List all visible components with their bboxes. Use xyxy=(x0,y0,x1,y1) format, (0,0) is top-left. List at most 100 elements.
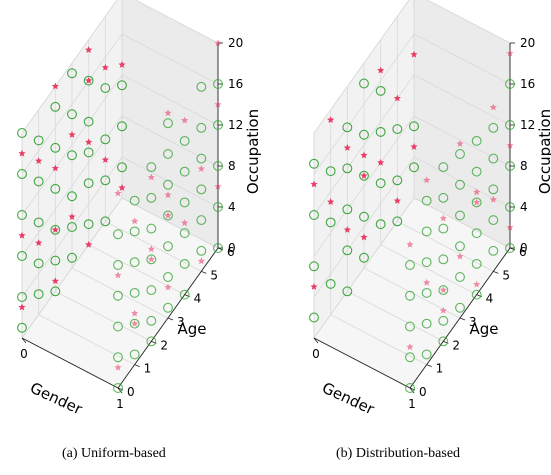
scatter-point-circle xyxy=(113,260,123,270)
scatter-point-circle xyxy=(163,118,173,129)
scatter-point-circle xyxy=(375,85,386,96)
scatter-point-circle xyxy=(405,260,415,270)
scatter-point-star xyxy=(410,142,418,150)
scatter-point-star xyxy=(423,278,431,286)
age-tick-label: 6 xyxy=(519,245,527,259)
scatter-point-circle xyxy=(113,321,123,332)
scatter-point-star xyxy=(85,138,93,146)
occupation-tick-label: 12 xyxy=(520,118,535,132)
scatter-point-circle xyxy=(17,210,27,220)
scatter-point-circle xyxy=(505,120,515,130)
scatter-point-star xyxy=(164,211,172,219)
scatter-point-circle xyxy=(213,161,223,171)
scatter-point-circle xyxy=(83,75,94,86)
scatter-point-circle xyxy=(342,122,353,133)
scatter-point-circle xyxy=(163,302,173,313)
scatter-point-circle xyxy=(488,245,499,256)
scatter-point-circle xyxy=(438,315,449,326)
scatter-point-star xyxy=(506,49,514,57)
scatter-point-circle xyxy=(471,197,482,208)
scatter-point-circle xyxy=(33,217,44,228)
scatter-point-circle xyxy=(163,272,173,282)
occupation-axis-label: Occupation xyxy=(536,109,551,194)
scatter-point-star xyxy=(118,183,126,191)
scatter-point-circle xyxy=(471,135,482,146)
scatter-point-circle xyxy=(471,166,482,177)
age-tick-label: 1 xyxy=(436,362,444,376)
scatter-point-circle xyxy=(163,179,173,190)
scatter-point-star xyxy=(197,257,205,265)
scatter-point-star xyxy=(214,182,222,190)
scatter-point-circle xyxy=(129,226,140,237)
age-axis-label: Age xyxy=(177,320,206,338)
scatter-point-star xyxy=(489,195,497,203)
scatter-point-circle xyxy=(309,210,319,220)
scatter-point-circle xyxy=(392,124,403,135)
gender-tick xyxy=(117,387,123,394)
scatter-point-star xyxy=(439,306,447,314)
scatter-point-circle xyxy=(17,251,27,261)
scatter-point-circle xyxy=(117,80,127,91)
scatter-point-circle xyxy=(146,315,157,326)
scatter-point-circle xyxy=(163,241,173,252)
scatter-point-star xyxy=(310,282,318,290)
scatter-point-star xyxy=(343,226,351,233)
scatter-point-star xyxy=(406,343,414,351)
scatter-point-star xyxy=(131,319,139,327)
scatter-point-star xyxy=(489,103,497,111)
scatter-point-circle xyxy=(17,128,27,138)
scatter-point-star xyxy=(360,171,368,179)
scatter-point-circle xyxy=(17,169,27,179)
scatter-point-star xyxy=(360,151,368,159)
scatter-point-circle xyxy=(179,228,190,239)
age-tick xyxy=(426,364,432,368)
scatter-point-circle xyxy=(179,166,190,177)
scatter-point-circle xyxy=(117,121,127,132)
scatter-point-circle xyxy=(359,170,369,181)
occupation-tick-label: 16 xyxy=(228,77,243,91)
scatter-point-star xyxy=(68,130,76,138)
scatter-point-circle xyxy=(405,321,415,332)
gender-tick-label: 1 xyxy=(408,397,416,411)
scatter-point-circle xyxy=(505,243,515,253)
scatter-point-circle xyxy=(375,178,386,189)
scatter-point-circle xyxy=(405,352,415,363)
scatter-point-circle xyxy=(196,122,207,133)
scatter-point-circle xyxy=(83,219,94,230)
scatter-point-circle xyxy=(455,241,465,252)
scatter-point-circle xyxy=(488,215,499,226)
gender-axis-label: Gender xyxy=(27,379,85,419)
age-tick-label: 2 xyxy=(452,338,460,352)
scatter-point-circle xyxy=(67,150,77,161)
scatter-point-star xyxy=(51,164,59,172)
scatter-point-star xyxy=(393,94,401,102)
scatter-point-circle xyxy=(392,216,403,227)
scatter-point-circle xyxy=(196,215,207,226)
scatter-point-circle xyxy=(179,258,190,269)
scatter-point-circle xyxy=(421,318,432,329)
scatter-point-star xyxy=(310,180,318,188)
scatter-point-circle xyxy=(146,162,157,173)
scatter-point-circle xyxy=(421,226,432,237)
scatter-point-star xyxy=(51,82,59,90)
age-tick xyxy=(134,364,140,368)
age-tick-label: 3 xyxy=(177,315,185,329)
scatter-point-circle xyxy=(17,322,27,333)
scatter-point-circle xyxy=(113,290,123,301)
scatter-point-circle xyxy=(163,149,173,159)
scatter-point-circle xyxy=(455,179,465,190)
scatter-point-circle xyxy=(179,197,190,208)
scatter-point-circle xyxy=(146,336,157,347)
scatter-point-circle xyxy=(421,287,432,298)
scatter-point-star xyxy=(164,109,172,117)
grid-line-gender xyxy=(313,0,415,339)
scatter-point-star xyxy=(506,223,514,231)
scatter-point-circle xyxy=(505,161,515,171)
scatter-point-circle xyxy=(163,210,173,221)
scatter-point-circle xyxy=(455,272,465,282)
scatter-point-circle xyxy=(50,255,61,266)
scatter-point-star xyxy=(456,139,464,147)
scatter-point-circle xyxy=(325,278,336,289)
occupation-tick-label: 0 xyxy=(228,241,236,255)
scatter-point-circle xyxy=(505,79,515,89)
